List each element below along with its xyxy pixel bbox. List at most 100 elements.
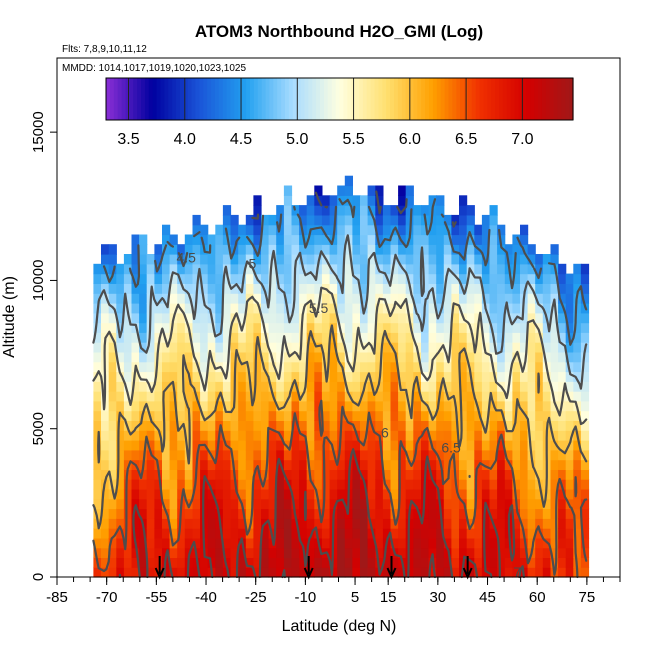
heatmap-cell-694: [238, 244, 247, 255]
heatmap-cell-635: [230, 459, 239, 470]
heatmap-cell-1552: [405, 185, 414, 196]
heatmap-cell-624: [230, 567, 239, 578]
heatmap-cell-1671: [436, 537, 445, 549]
heatmap-cell-1130: [329, 459, 338, 470]
heatmap-cell-697: [245, 567, 254, 578]
heatmap-cell-526: [207, 459, 216, 470]
heatmap-cell-565: [215, 420, 224, 431]
heatmap-cell-1167: [337, 479, 346, 490]
heatmap-cell-1855: [466, 224, 475, 236]
heatmap-cell-127: [116, 303, 125, 314]
heatmap-cell-225: [139, 322, 148, 333]
colorbar-swatch-24: [199, 78, 204, 120]
heatmap-cell-1119: [329, 567, 338, 578]
heatmap-cell-1492: [398, 381, 407, 392]
heatmap-cell-742: [253, 488, 262, 500]
heatmap-cell-188: [131, 342, 140, 353]
heatmap-cell-2134: [527, 332, 536, 343]
heatmap-cell-2216: [550, 508, 559, 519]
heatmap-cell-2066: [512, 303, 521, 314]
heatmap-cell-1724: [443, 400, 452, 412]
colorbar-swatch-94: [471, 78, 477, 120]
heatmap-cell-679: [238, 391, 247, 402]
heatmap-cell-639: [230, 420, 239, 431]
heatmap-cell-1640: [428, 459, 437, 470]
heatmap-cell-1497: [398, 332, 407, 343]
heatmap-cell-1086: [321, 508, 331, 519]
heatmap-cell-229: [139, 283, 148, 294]
heatmap-cell-870: [276, 342, 285, 353]
heatmap-cell-779: [261, 508, 270, 519]
colorbar-swatch-112: [541, 78, 547, 120]
heatmap-cell-1984: [497, 420, 506, 431]
heatmap-cell-1868: [474, 469, 483, 480]
heatmap-cell-1672: [436, 528, 445, 539]
heatmap-cell-468: [192, 312, 201, 324]
heatmap-cell-43: [101, 459, 110, 470]
heatmap-cell-706: [245, 479, 254, 490]
heatmap-cell-525: [207, 469, 216, 480]
heatmap-cell-366: [169, 293, 178, 304]
heatmap-cell-1770: [451, 312, 460, 324]
heatmap-cell-2263: [558, 381, 567, 392]
heatmap-cell-156: [123, 332, 133, 343]
heatmap-cell-518: [207, 537, 216, 549]
heatmap-cell-355: [169, 400, 178, 412]
heatmap-cell-1943: [489, 449, 498, 461]
heatmap-cell-1695: [436, 303, 445, 314]
heatmap-cell-1137: [329, 391, 338, 402]
heatmap-cell-1732: [443, 322, 452, 333]
heatmap-cell-667: [238, 508, 247, 519]
heatmap-cell-110: [116, 469, 125, 480]
heatmap-cell-372: [169, 234, 178, 245]
heatmap-cell-1707: [443, 567, 452, 578]
heatmap-cell-1750: [451, 508, 460, 519]
heatmap-cell-1785: [459, 528, 468, 539]
heatmap-cell-587: [222, 557, 232, 568]
heatmap-cell-121: [116, 361, 125, 373]
heatmap-cell-1670: [436, 547, 445, 558]
heatmap-cell-596: [222, 469, 232, 480]
heatmap-cell-2105: [520, 263, 529, 275]
colorbar-swatch-0: [106, 78, 111, 120]
heatmap-cell-73: [108, 498, 117, 510]
heatmap-cell-1273: [352, 234, 361, 245]
heatmap-cell-313: [162, 459, 171, 470]
heatmap-cell-178: [131, 440, 140, 451]
heatmap-cell-198: [131, 244, 140, 255]
heatmap-cell-802: [261, 283, 270, 294]
heatmap-cell-20: [93, 371, 102, 382]
heatmap-cell-1261: [352, 351, 361, 363]
heatmap-cell-714: [245, 400, 254, 412]
heatmap-cell-435: [184, 293, 193, 304]
heatmap-cell-1953: [489, 351, 498, 363]
heatmap-cell-2007: [504, 547, 513, 558]
heatmap-cell-948: [291, 342, 300, 353]
heatmap-cell-1429: [382, 254, 392, 265]
heatmap-cell-2098: [520, 332, 529, 343]
heatmap-cell-821: [268, 459, 277, 470]
heatmap-cell-691: [238, 273, 247, 284]
heatmap-cell-865: [276, 391, 285, 402]
heatmap-cell-296: [154, 293, 163, 304]
heatmap-cell-1978: [497, 479, 506, 490]
heatmap-cell-2264: [558, 371, 567, 382]
heatmap-cell-768: [253, 234, 262, 245]
heatmap-cell-2339: [580, 567, 590, 578]
heatmap-cell-1074: [314, 234, 323, 245]
heatmap-cell-2062: [512, 342, 521, 353]
heatmap-cell-2233: [550, 342, 559, 353]
contour-line-6: [118, 448, 525, 579]
colorbar-swatch-48: [292, 78, 298, 120]
heatmap-cell-332: [162, 273, 171, 284]
heatmap-cell-300: [154, 254, 163, 265]
heatmap-cell-340: [169, 547, 178, 558]
colorbar-swatch-12: [152, 78, 158, 120]
heatmap-cell-566: [215, 410, 224, 421]
heatmap-cell-1662: [428, 244, 437, 255]
heatmap-cell-2209: [542, 254, 551, 265]
x-tick-label-1: -70: [96, 589, 118, 606]
heatmap-cell-964: [299, 557, 308, 568]
heatmap-cell-38: [101, 508, 110, 519]
